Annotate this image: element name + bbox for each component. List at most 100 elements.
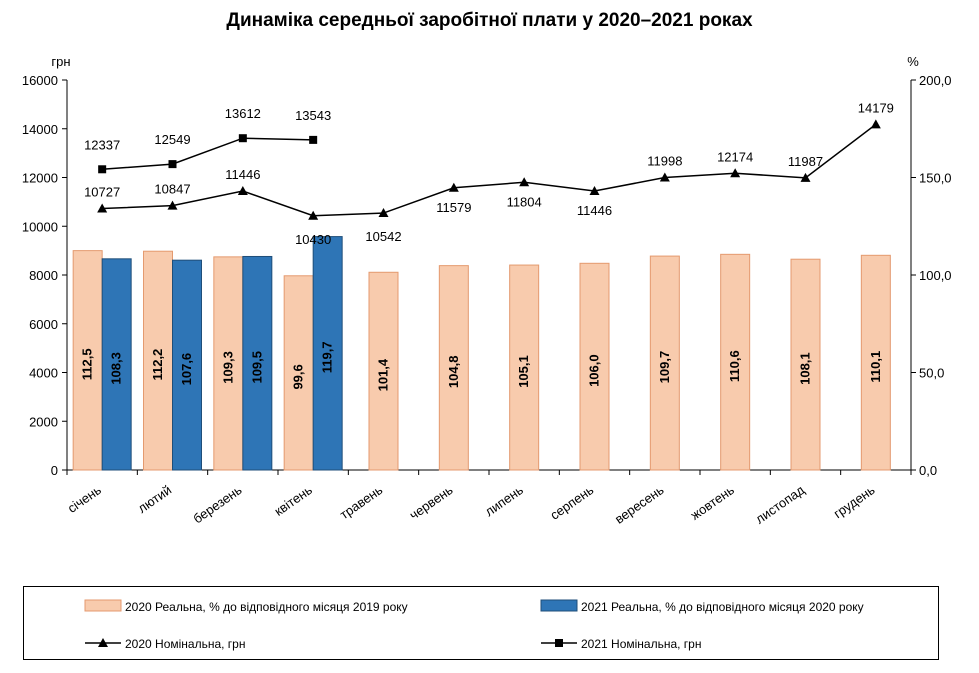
point-marker <box>97 203 108 213</box>
bar-value-label: 112,2 <box>150 349 165 381</box>
bar <box>438 265 469 471</box>
point-marker <box>168 160 177 169</box>
point-marker <box>800 172 811 182</box>
point-marker <box>448 182 459 192</box>
bar-value-label: 104,8 <box>446 356 461 389</box>
line-value-label: 10727 <box>84 185 120 200</box>
bar <box>101 258 132 471</box>
point-marker <box>870 119 881 129</box>
legend-swatch <box>84 599 122 612</box>
bar <box>860 254 891 471</box>
bar <box>790 258 821 471</box>
bar-value-label: 106,0 <box>587 354 602 387</box>
y-tick-label-right: 50,0 <box>919 366 944 381</box>
y-tick-label-left: 4000 <box>29 366 58 381</box>
line-value-label: 13543 <box>295 108 331 123</box>
x-tick-label: квітень <box>271 482 315 519</box>
legend-marker <box>555 639 563 647</box>
y-tick-label-left: 6000 <box>29 317 58 332</box>
bar-value-label: 99,6 <box>291 364 306 389</box>
y-tick-label-right: 200,0 <box>919 73 952 88</box>
x-tick-label: жовтень <box>688 482 737 523</box>
legend-swatch <box>540 599 578 612</box>
series-line <box>102 123 877 217</box>
legend-label: 2021 Номінальна, грн <box>581 637 702 651</box>
line-value-label: 12174 <box>717 149 753 164</box>
bar <box>172 259 202 471</box>
bar-value-label: 108,1 <box>798 352 813 385</box>
bar <box>509 264 540 471</box>
y-tick-label-left: 12000 <box>22 171 58 186</box>
y-tick-label-left: 14000 <box>22 122 58 137</box>
legend-marker <box>98 638 108 647</box>
bar-value-label: 119,7 <box>320 341 335 373</box>
line-value-label: 12549 <box>154 132 190 147</box>
bar-value-label: 109,5 <box>249 351 264 384</box>
bar-value-label: 109,3 <box>220 351 235 384</box>
bar-value-label: 110,6 <box>727 350 742 382</box>
bar <box>368 271 399 471</box>
x-tick-label: грудень <box>831 482 878 521</box>
point-marker <box>309 135 318 144</box>
line-value-label: 10542 <box>365 229 401 244</box>
line-value-label: 14179 <box>858 100 894 115</box>
left-axis-unit: грн <box>51 54 70 69</box>
bar <box>312 236 343 471</box>
point-marker <box>378 208 389 218</box>
y-tick-label-left: 8000 <box>29 268 58 283</box>
line-value-label: 11998 <box>647 154 682 169</box>
x-tick-label: червень <box>407 482 456 523</box>
line-value-label: 11987 <box>788 154 823 169</box>
bar-value-label: 109,7 <box>657 351 672 384</box>
point-marker <box>98 165 107 174</box>
line-value-label: 11579 <box>436 200 471 215</box>
bar-value-label: 107,6 <box>179 353 194 386</box>
bar <box>72 250 103 471</box>
bar <box>143 250 173 471</box>
x-tick-label: вересень <box>612 482 667 527</box>
y-tick-label-left: 0 <box>51 463 58 478</box>
line-value-label: 13612 <box>225 106 261 121</box>
series-line <box>102 137 314 171</box>
line-value-label: 11446 <box>577 203 612 218</box>
bar <box>283 275 314 471</box>
point-marker <box>308 210 319 220</box>
bar <box>242 255 273 471</box>
bar <box>213 256 244 471</box>
bar <box>720 253 751 471</box>
line-value-label: 11804 <box>507 194 542 209</box>
y-tick-label-right: 150,0 <box>919 171 952 186</box>
point-marker <box>659 172 670 182</box>
legend-label: 2020 Реальна, % до відповідного місяця 2… <box>125 600 408 614</box>
line-value-label: 10430 <box>295 232 331 247</box>
legend-label: 2020 Номінальна, грн <box>125 637 246 651</box>
legend-label: 2021 Реальна, % до відповідного місяця 2… <box>581 600 864 614</box>
y-tick-label-left: 10000 <box>22 219 58 234</box>
bar-value-label: 110,1 <box>868 351 883 383</box>
line-value-label: 11446 <box>225 167 260 182</box>
bar-value-label: 105,1 <box>516 355 531 388</box>
bar-value-label: 108,3 <box>109 352 124 385</box>
bar <box>649 255 680 471</box>
x-tick-label: травень <box>337 482 385 522</box>
x-tick-label: березень <box>190 482 244 526</box>
y-tick-label-left: 2000 <box>29 414 58 429</box>
x-tick-label: серпень <box>547 482 596 523</box>
bar-value-label: 101,4 <box>376 358 391 391</box>
y-tick-label-right: 0,0 <box>919 463 937 478</box>
point-marker <box>589 186 600 196</box>
point-marker <box>730 168 741 178</box>
x-tick-label: січень <box>65 482 104 516</box>
legend-frame <box>23 586 939 660</box>
line-value-label: 12337 <box>84 137 120 152</box>
point-marker <box>238 134 247 143</box>
bar-value-label: 112,5 <box>80 348 95 380</box>
point-marker <box>519 177 530 187</box>
x-tick-label: листопад <box>753 482 808 527</box>
chart-title: Динаміка середньої заробітної плати у 20… <box>226 10 753 31</box>
line-value-label: 10847 <box>154 182 190 197</box>
right-axis-unit: % <box>907 54 919 69</box>
point-marker <box>167 200 178 210</box>
y-tick-label-right: 100,0 <box>919 268 952 283</box>
